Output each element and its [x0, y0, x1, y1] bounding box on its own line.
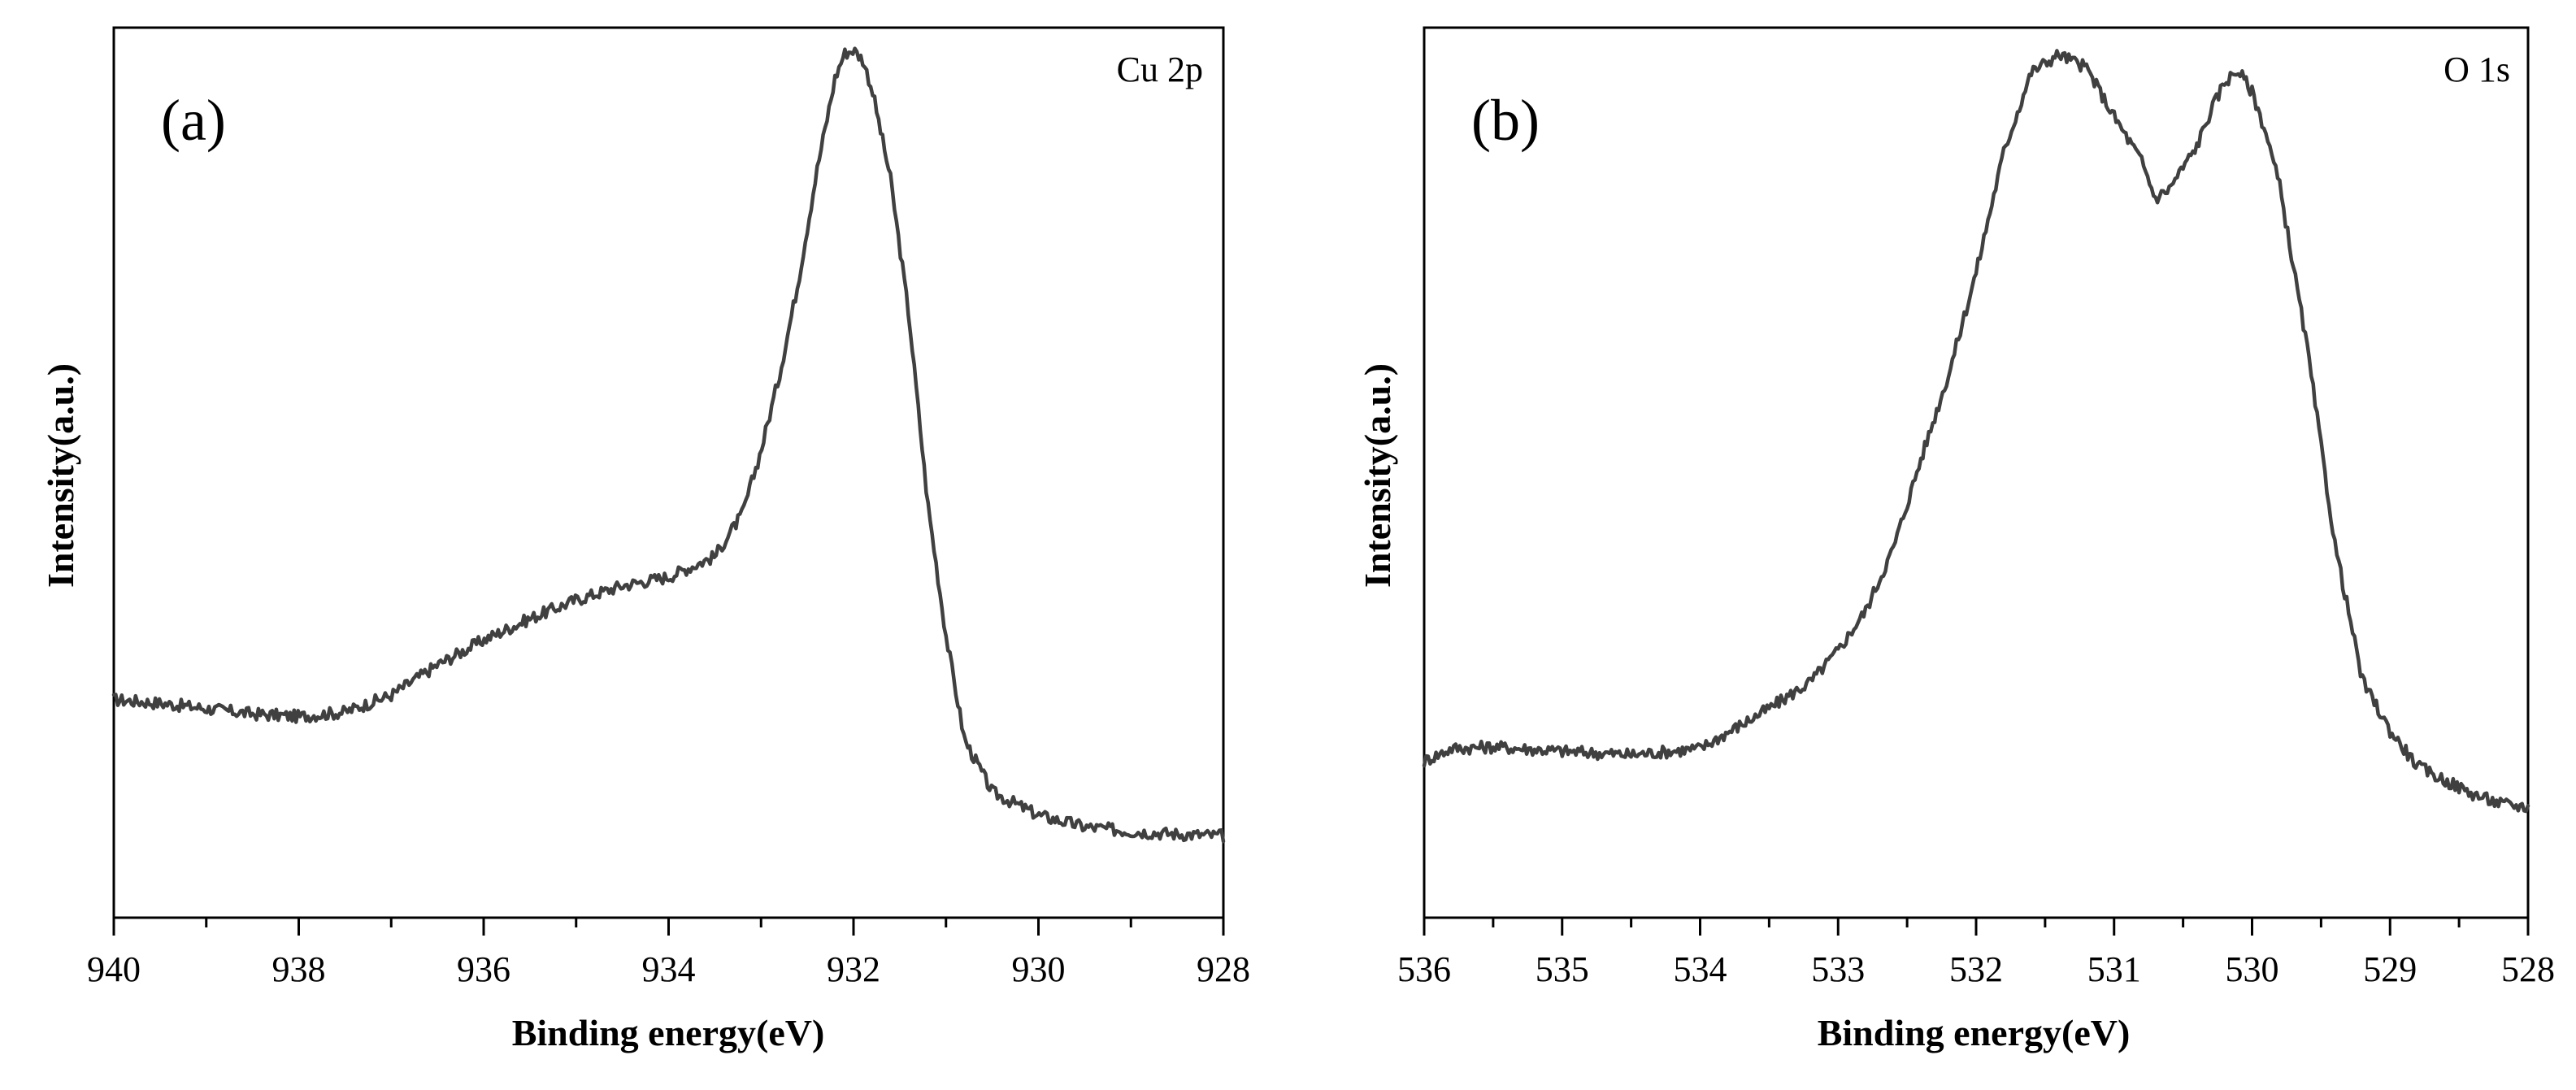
panel-b-x-tick-label-536: 536 [1397, 949, 1451, 989]
panel-b-tag: (b) [1471, 88, 1540, 153]
panel-a-x-axis-label: Binding energy(eV) [512, 1012, 825, 1053]
panel-b-x-tick-label-528: 528 [2501, 949, 2555, 989]
panel-b-x-tick-label-530: 530 [2226, 949, 2279, 989]
panel-b-x-axis-label: Binding energy(eV) [1818, 1012, 2131, 1053]
panel-b-x-tick-label-534: 534 [1674, 949, 1727, 989]
panel-b-x-tick-label-535: 535 [1536, 949, 1589, 989]
panel-b-o1s-spectrum-line [1422, 49, 2530, 814]
panel-a-x-tick-label-938: 938 [272, 949, 326, 989]
panel-a-tag: (a) [161, 88, 226, 153]
panel-b-x-tick-label-529: 529 [2363, 949, 2417, 989]
panel-b-x-ticks: 536 535 534 533 532 531 530 529 528 [1397, 918, 2555, 989]
panel-a-x-tick-label-928: 928 [1197, 949, 1250, 989]
panel-a-corner-label: Cu 2p [1117, 50, 1203, 89]
panel-b-plot-frame [1423, 26, 2530, 919]
panel-a-x-tick-label-934: 934 [642, 949, 696, 989]
panel-a-x-tick-label-940: 940 [87, 949, 141, 989]
panel-b-x-tick-label-533: 533 [1811, 949, 1865, 989]
panel-a-x-tick-label-930: 930 [1012, 949, 1066, 989]
panel-a-cu2p: (a) Cu 2p Binding energy(eV) Intensity(a… [40, 26, 1250, 1053]
panel-b-x-tick-label-532: 532 [1949, 949, 2003, 989]
panel-a-x-ticks: 940 938 936 934 932 930 928 [87, 918, 1250, 989]
panel-a-y-axis-label: Intensity(a.u.) [40, 363, 81, 588]
panel-b-x-tick-label-531: 531 [2087, 949, 2141, 989]
panel-a-x-tick-label-936: 936 [457, 949, 510, 989]
panel-a-x-tick-label-932: 932 [827, 949, 880, 989]
panel-b-corner-label: O 1s [2444, 50, 2510, 89]
panel-b-y-axis-label: Intensity(a.u.) [1357, 363, 1398, 588]
panel-b-o1s: (b) O 1s Binding energy(eV) Intensity(a.… [1357, 26, 2555, 1053]
panel-a-cu2p-spectrum-line [111, 46, 1226, 844]
panel-a-plot-frame [112, 26, 1225, 919]
